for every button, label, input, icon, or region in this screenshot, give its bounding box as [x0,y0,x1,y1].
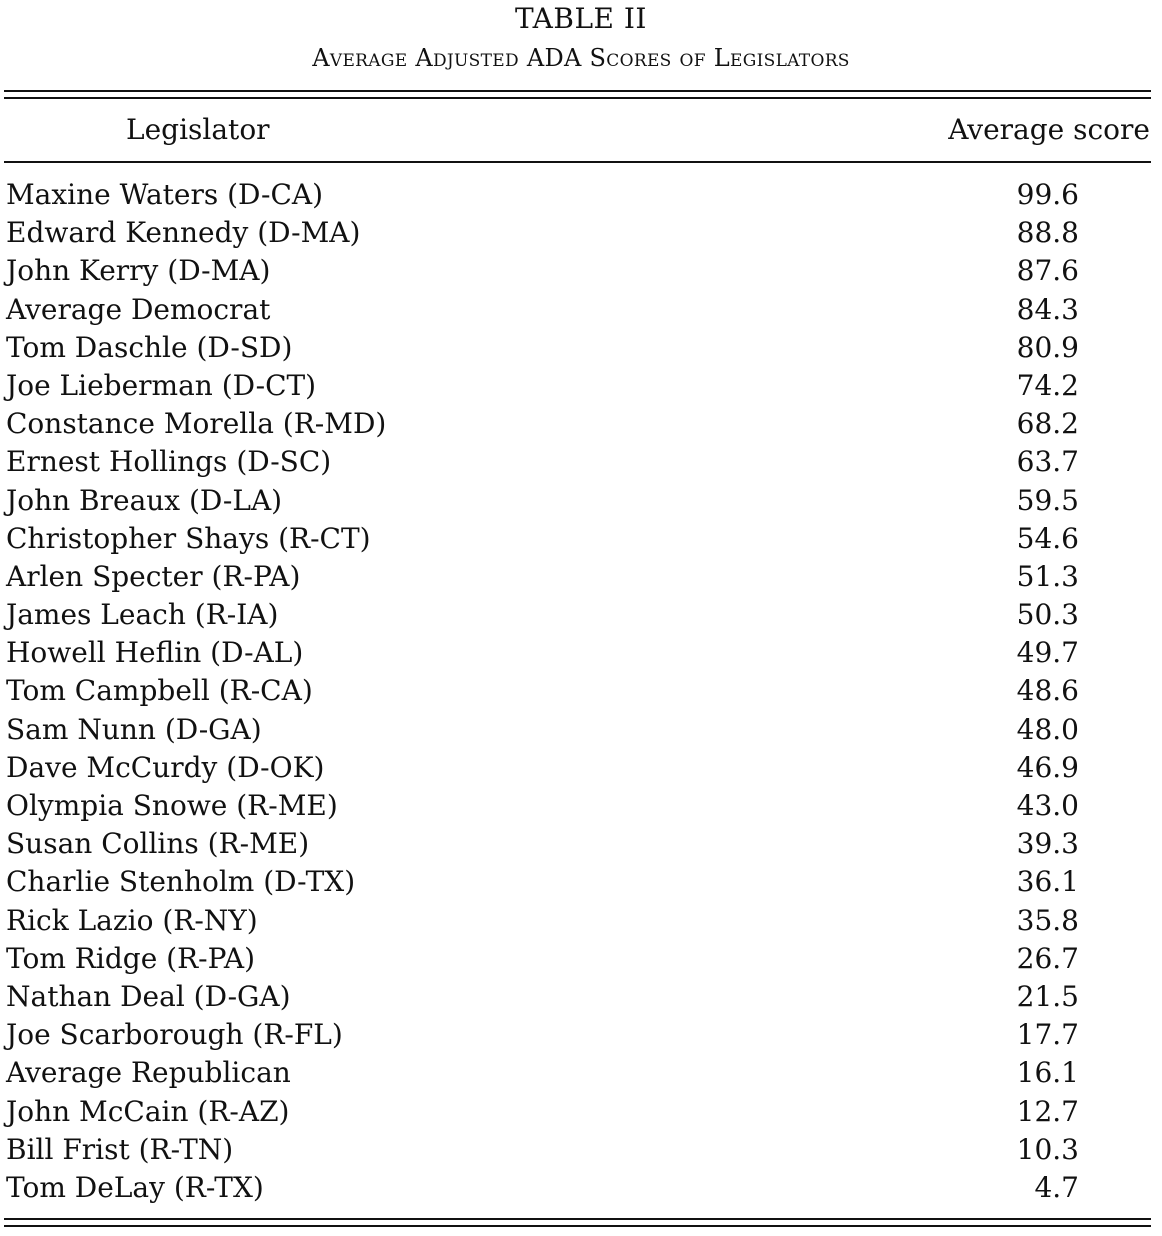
average-score-value: 84.3 [1016,292,1079,326]
average-score-value: 59.5 [1016,483,1079,517]
average-score-value: 16.1 [1016,1056,1079,1090]
legislator-name: Tom Campbell (R-CA) [6,674,313,708]
average-score-value: 99.6 [1016,178,1079,211]
table-row: Olympia Snowe (R-ME) 43.0 [0,787,1162,825]
average-score-value: 17.7 [1016,1018,1079,1052]
table-row: Average Republican 16.1 [0,1054,1162,1092]
table-row: Arlen Specter (R-PA) 51.3 [0,558,1162,596]
average-score-value: 54.6 [1016,521,1079,555]
bottom-rule-inner [4,1225,1151,1227]
legislator-name: Sam Nunn (D-GA) [6,712,262,746]
average-score-value: 36.1 [1016,865,1079,899]
legislator-name: Tom DeLay (R-TX) [6,1170,264,1204]
legislator-name: Maxine Waters (D-CA) [6,178,324,211]
average-score-value: 50.3 [1016,598,1079,632]
bottom-rule [4,1218,1151,1220]
table-row: Sam Nunn (D-GA) 48.0 [0,711,1162,749]
average-score-value: 80.9 [1016,330,1079,364]
average-score-value: 51.3 [1016,559,1079,593]
table-caption: Average Adjusted ADA Scores of Legislato… [312,44,850,72]
average-score-value: 21.5 [1016,979,1079,1013]
legislator-name: John Breaux (D-LA) [6,483,283,517]
table-row: Tom Campbell (R-CA) 48.6 [0,672,1162,710]
legislator-name: John Kerry (D-MA) [6,254,271,288]
table-body: Maxine Waters (D-CA) 99.6 Edward Kennedy (… [0,176,1162,1207]
table-row: Average Democrat 84.3 [0,291,1162,329]
table-row: Tom DeLay (R-TX) 4.7 [0,1169,1162,1207]
table-row: Rick Lazio (R-NY) 35.8 [0,902,1162,940]
table-row: John Breaux (D-LA) 59.5 [0,482,1162,520]
average-score-value: 48.6 [1016,674,1079,708]
table-row: Joe Lieberman (D-CT) 74.2 [0,367,1162,405]
legislator-name: Christopher Shays (R-CT) [6,521,371,555]
table-row: Bill Frist (R-TN) 10.3 [0,1131,1162,1169]
legislator-name: Rick Lazio (R-NY) [6,903,258,937]
legislator-name: Bill Frist (R-TN) [6,1132,234,1166]
average-score-value: 88.8 [1016,216,1079,250]
legislator-name: Nathan Deal (D-GA) [6,979,291,1013]
legislator-name: Olympia Snowe (R-ME) [6,789,338,822]
table-row: Ernest Hollings (D-SC) 63.7 [0,443,1162,481]
legislator-name: Howell Heflin (D-AL) [6,636,304,670]
average-score-value: 12.7 [1016,1094,1079,1128]
table-row: James Leach (R-IA) 50.3 [0,596,1162,634]
table-row: John Kerry (D-MA) 87.6 [0,252,1162,290]
table-number: TABLE II [515,2,647,35]
legislator-name: Susan Collins (R-ME) [6,827,310,861]
average-score-value: 74.2 [1016,368,1079,402]
average-score-value: 35.8 [1016,903,1079,937]
average-score-value: 49.7 [1016,636,1079,670]
legislator-name: Edward Kennedy (D-MA) [6,216,361,250]
legislator-name: Joe Scarborough (R-FL) [6,1018,343,1052]
legislator-name: Joe Lieberman (D-CT) [6,368,317,402]
top-rule [4,90,1151,92]
average-score-value: 43.0 [1016,789,1079,822]
legislator-name: Tom Ridge (R-PA) [6,941,256,975]
legislator-name: James Leach (R-IA) [6,598,279,632]
legislator-name: Average Democrat [6,292,271,326]
average-score-value: 39.3 [1016,827,1079,861]
table-row: Constance Morella (R-MD) 68.2 [0,405,1162,443]
legislator-name: Average Republican [6,1056,291,1090]
average-score-value: 4.7 [1034,1170,1079,1204]
legislator-name: Tom Daschle (D-SD) [6,330,293,364]
table-row: Joe Scarborough (R-FL) 17.7 [0,1016,1162,1054]
legislator-name: Arlen Specter (R-PA) [6,559,301,593]
legislator-name: Charlie Stenholm (D-TX) [6,865,356,899]
average-score-value: 26.7 [1016,941,1079,975]
legislator-name: Dave McCurdy (D-OK) [6,750,325,784]
average-score-value: 68.2 [1016,407,1079,441]
table-row: Tom Daschle (D-SD) 80.9 [0,329,1162,367]
header-rule [4,161,1151,163]
legislator-name: Ernest Hollings (D-SC) [6,445,332,479]
table-row: Christopher Shays (R-CT) 54.6 [0,520,1162,558]
table-row: Nathan Deal (D-GA) 21.5 [0,978,1162,1016]
table-row: Susan Collins (R-ME) 39.3 [0,825,1162,863]
table-row: Dave McCurdy (D-OK) 46.9 [0,749,1162,787]
table-row: John McCain (R-AZ) 12.7 [0,1093,1162,1131]
table-row: Tom Ridge (R-PA) 26.7 [0,940,1162,978]
table-row: Edward Kennedy (D-MA) 88.8 [0,214,1162,252]
average-score-value: 48.0 [1016,712,1079,746]
table-row: Howell Heflin (D-AL) 49.7 [0,634,1162,672]
table-row: Maxine Waters (D-CA) 99.6 [0,176,1162,214]
column-header-legislator: Legislator [126,113,270,146]
average-score-value: 63.7 [1016,445,1079,479]
average-score-value: 46.9 [1016,750,1079,784]
table-row: Charlie Stenholm (D-TX) 36.1 [0,863,1162,901]
legislator-name: Constance Morella (R-MD) [6,407,387,441]
average-score-value: 10.3 [1016,1132,1079,1166]
column-header-average-score: Average score [948,113,1150,146]
top-rule-inner [4,97,1151,99]
average-score-value: 87.6 [1016,254,1079,288]
legislator-name: John McCain (R-AZ) [6,1094,290,1128]
